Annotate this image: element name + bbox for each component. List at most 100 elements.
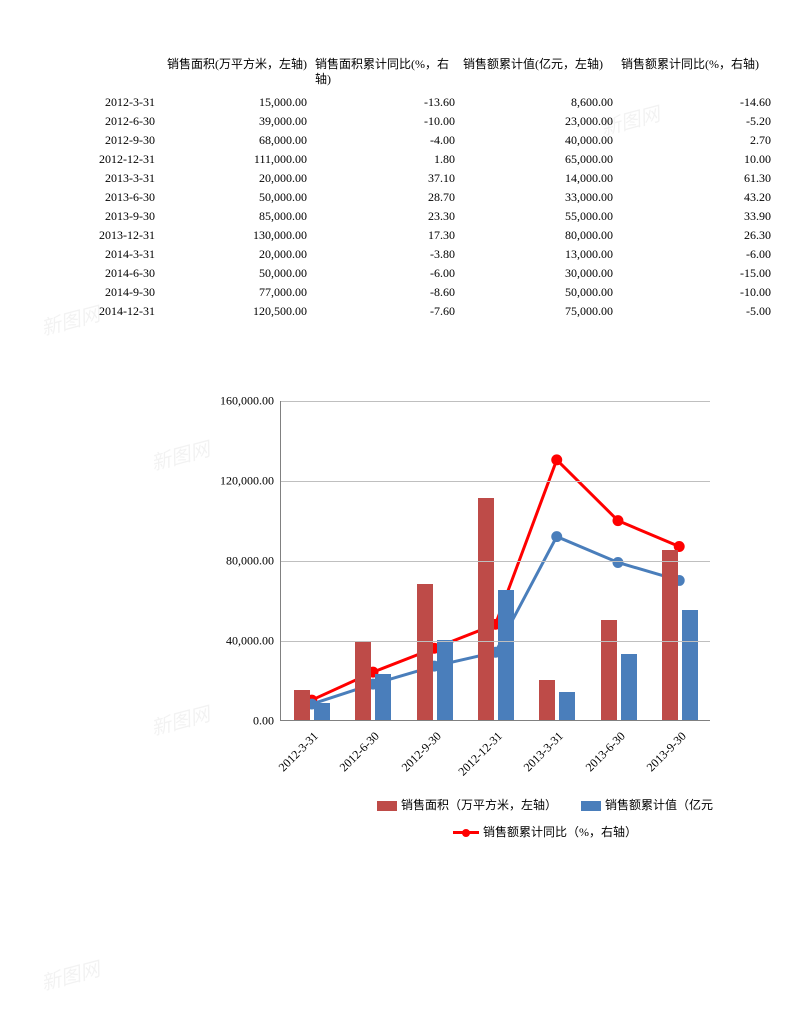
bar [417,584,433,720]
x-tick-label: 2013-6-30 [582,729,628,775]
table-cell: 37.10 [311,169,459,188]
bar [662,550,678,720]
table-cell: 30,000.00 [459,264,617,283]
table-cell: 85,000.00 [163,207,311,226]
table-cell: 130,000.00 [163,226,311,245]
bar [478,498,494,720]
bar [294,690,310,720]
bar [682,610,698,720]
x-tick-label: 2012-9-30 [398,729,444,775]
table-cell: 2013-6-30 [55,188,163,207]
bar [375,674,391,720]
table-cell: 13,000.00 [459,245,617,264]
x-tick-label: 2013-9-30 [644,729,690,775]
bar [498,590,514,720]
table-header: 销售额累计同比(%，右轴) [617,55,775,93]
table-cell: 17.30 [311,226,459,245]
table-cell: -8.60 [311,283,459,302]
table-cell: -3.80 [311,245,459,264]
table-cell: -10.00 [617,283,775,302]
table-row: 2013-3-3120,000.0037.1014,000.0061.30 [55,169,775,188]
table-cell: 39,000.00 [163,112,311,131]
table-cell: 33,000.00 [459,188,617,207]
table-cell: 15,000.00 [163,93,311,112]
table-header: 销售额累计值(亿元，左轴) [459,55,617,93]
x-tick-label: 2012-12-31 [455,729,505,779]
combo-chart: 0.0040,000.0080,000.00120,000.00160,000.… [205,401,725,842]
table-cell: 23,000.00 [459,112,617,131]
x-axis: 2012-3-312012-6-302012-9-302012-12-31201… [280,721,710,776]
table-cell: 50,000.00 [163,188,311,207]
table-cell: -6.00 [311,264,459,283]
table-cell: 75,000.00 [459,302,617,321]
table-cell: 2.70 [617,131,775,150]
legend-label: 销售额累计同比（%，右轴） [483,823,637,842]
table-cell: 26.30 [617,226,775,245]
table-cell: 120,500.00 [163,302,311,321]
bar [559,692,575,720]
plot-area [280,401,710,721]
table-cell: 2013-12-31 [55,226,163,245]
table-header: 销售面积累计同比(%，右轴) [311,55,459,93]
table-cell: 2012-6-30 [55,112,163,131]
table-cell: 50,000.00 [459,283,617,302]
y-tick-label: 80,000.00 [226,554,274,569]
table-cell: -10.00 [311,112,459,131]
table-cell: 20,000.00 [163,169,311,188]
table-cell: -5.20 [617,112,775,131]
legend-swatch [377,801,397,811]
bar [314,703,330,720]
bar [601,620,617,720]
table-row: 2014-3-3120,000.00-3.8013,000.00-6.00 [55,245,775,264]
data-table: 销售面积(万平方米，左轴)销售面积累计同比(%，右轴)销售额累计值(亿元，左轴)… [55,55,775,321]
table-row: 2013-12-31130,000.0017.3080,000.0026.30 [55,226,775,245]
x-tick-label: 2012-6-30 [337,729,383,775]
table-cell: 2012-3-31 [55,93,163,112]
table-cell: 50,000.00 [163,264,311,283]
legend: 销售面积（万平方米，左轴）销售额累计值（亿元销售额累计同比（%，右轴） [305,796,785,842]
y-tick-label: 160,000.00 [220,394,274,409]
legend-label: 销售额累计值（亿元 [605,796,713,815]
table-cell: 80,000.00 [459,226,617,245]
table-cell: 14,000.00 [459,169,617,188]
table-row: 2012-9-3068,000.00-4.0040,000.002.70 [55,131,775,150]
table-cell: -4.00 [311,131,459,150]
table-cell: 55,000.00 [459,207,617,226]
legend-item: 销售额累计值（亿元 [581,796,713,815]
table-cell: 20,000.00 [163,245,311,264]
table-cell: 2014-9-30 [55,283,163,302]
y-tick-label: 0.00 [253,714,274,729]
y-tick-label: 40,000.00 [226,634,274,649]
y-tick-label: 120,000.00 [220,474,274,489]
table-cell: 2014-6-30 [55,264,163,283]
legend-swatch [453,831,479,834]
table-cell: 23.30 [311,207,459,226]
bar [355,642,371,720]
table-cell: 111,000.00 [163,150,311,169]
table-row: 2013-6-3050,000.0028.7033,000.0043.20 [55,188,775,207]
x-tick-label: 2013-3-31 [521,729,567,775]
watermark: 新图网 [37,953,102,997]
table-row: 2014-9-3077,000.00-8.6050,000.00-10.00 [55,283,775,302]
table-cell: 43.20 [617,188,775,207]
table-row: 2012-6-3039,000.00-10.0023,000.00-5.20 [55,112,775,131]
table-cell: -15.00 [617,264,775,283]
table-cell: 28.70 [311,188,459,207]
table-cell: 2014-12-31 [55,302,163,321]
table-cell: -7.60 [311,302,459,321]
table-cell: 2013-3-31 [55,169,163,188]
table-cell: 68,000.00 [163,131,311,150]
table-cell: 61.30 [617,169,775,188]
table-cell: 65,000.00 [459,150,617,169]
bar [621,654,637,720]
table-cell: -5.00 [617,302,775,321]
table-cell: -6.00 [617,245,775,264]
table-cell: 77,000.00 [163,283,311,302]
table-cell: 2013-9-30 [55,207,163,226]
bar [437,640,453,720]
table-cell: 1.80 [311,150,459,169]
table-row: 2014-12-31120,500.00-7.6075,000.00-5.00 [55,302,775,321]
table-cell: -13.60 [311,93,459,112]
table-row: 2013-9-3085,000.0023.3055,000.0033.90 [55,207,775,226]
table-cell: 2012-9-30 [55,131,163,150]
